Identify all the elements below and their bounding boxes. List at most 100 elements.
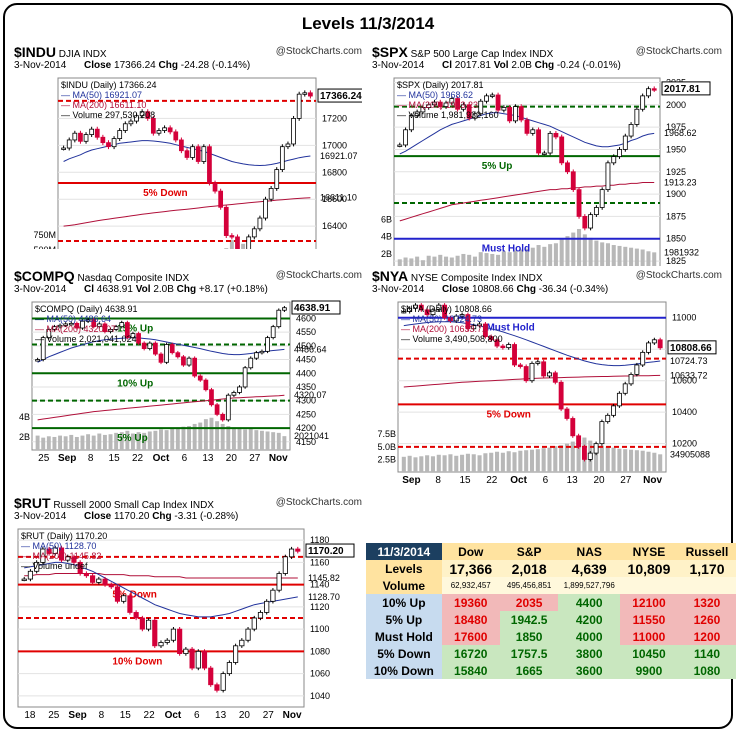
ma50-line	[37, 337, 285, 363]
volume-bar	[170, 428, 175, 450]
candle-body	[134, 115, 139, 122]
x-tick-label: Nov	[269, 453, 288, 464]
volume-bar	[125, 430, 130, 450]
volume-tick-label: 2B	[19, 432, 30, 442]
chart-date: 3-Nov-2014	[14, 511, 67, 522]
volume-bar	[403, 257, 408, 266]
y-tick-label: 4400	[296, 368, 316, 378]
y-tick-label: 1040	[310, 691, 330, 701]
candle-body	[547, 132, 553, 154]
x-tick-label: 27	[263, 710, 275, 721]
candle-body	[605, 414, 611, 423]
volume-bar	[518, 450, 523, 472]
right-value-label: 4638.91	[294, 303, 331, 314]
candle-body	[628, 374, 634, 385]
candle-body	[285, 143, 291, 148]
stat-value: -0.24 (-0.01%)	[556, 60, 621, 71]
legend-entry: $RUT (Daily) 1170.20	[21, 531, 107, 541]
volume-bar	[646, 451, 651, 472]
x-tick-label: 6	[182, 453, 188, 464]
volume-bar	[397, 259, 402, 266]
right-value-label: 4486.64	[294, 345, 327, 355]
candle-body	[426, 104, 432, 108]
table-cell: 19360	[441, 594, 500, 611]
candle-body	[242, 367, 248, 388]
volume-bar	[438, 254, 443, 266]
candle-body	[114, 586, 121, 602]
candle-body	[181, 356, 186, 366]
volume-bar	[617, 245, 622, 266]
candle-body	[145, 111, 151, 119]
chart-symbol: $SPX S&P 500 Large Cap Index INDX	[372, 44, 553, 60]
volume-bar	[153, 430, 158, 450]
volume-bar	[415, 256, 420, 266]
volume-bar	[58, 435, 63, 450]
volume-bar	[611, 245, 616, 266]
level-label: Must Hold	[482, 244, 530, 255]
volume-bar	[444, 256, 449, 266]
candle-body	[124, 322, 130, 339]
y-tick-label: 1900	[666, 189, 686, 199]
volume-bar	[535, 449, 540, 472]
candle-body	[587, 452, 593, 460]
candle-body	[170, 628, 177, 641]
volume-bar	[623, 246, 628, 266]
table-cell: 16720	[441, 645, 500, 662]
chart-date: 3-Nov-2014	[372, 60, 425, 71]
volume-bar	[570, 441, 575, 472]
candle-body	[52, 326, 57, 330]
symbol-text: $COMPQ	[14, 268, 75, 284]
x-tick-label: Sep	[68, 710, 86, 721]
candle-body	[617, 149, 622, 157]
level-label: 15% Up	[117, 323, 153, 334]
candle-body	[223, 206, 229, 236]
candle-body	[61, 147, 66, 150]
y-tick-label: 4350	[296, 382, 316, 392]
candle-body	[152, 619, 158, 647]
candle-body	[530, 129, 536, 134]
stat-label: Vol	[135, 284, 154, 295]
volume-bar	[282, 436, 287, 450]
candle-body	[651, 88, 657, 91]
volume-bar	[553, 446, 558, 472]
volume-bar	[512, 452, 517, 472]
candle-body	[529, 362, 535, 382]
volume-tick-label: 6B	[381, 214, 392, 224]
volume-bar	[102, 434, 107, 450]
symbol-description: Russell 2000 Small Cap Index INDX	[50, 500, 214, 511]
candle-body	[78, 132, 83, 142]
candle-body	[136, 333, 141, 344]
table-row: Levels 17,366 2,018 4,639 10,809 1,170	[366, 560, 736, 577]
volume-bar	[500, 452, 505, 472]
volume-bar	[541, 448, 546, 472]
volume-bar	[600, 242, 605, 266]
candle-body	[274, 169, 280, 189]
candle-body	[122, 123, 128, 131]
volume-bar	[594, 240, 599, 266]
candle-body	[506, 344, 512, 349]
candle-body	[471, 325, 477, 330]
candle-body	[63, 323, 69, 326]
candle-body	[133, 612, 139, 619]
ma50-line	[403, 321, 661, 367]
level-label: 5% Down	[112, 590, 156, 601]
price-box	[317, 88, 362, 103]
candle-body	[145, 619, 152, 630]
table-cell: 1665	[499, 662, 559, 679]
y-tick-label: 1975	[666, 122, 686, 132]
volume-bar	[226, 426, 231, 450]
right-value-label: 16921.07	[320, 151, 358, 161]
candle-body	[418, 304, 424, 311]
volume-bar	[564, 443, 569, 472]
volume-bar	[571, 232, 576, 266]
x-tick-label: 13	[202, 453, 214, 464]
volume-tick-label: 4B	[19, 412, 30, 422]
level-label: 5% Down	[486, 409, 530, 420]
candle-body	[576, 189, 582, 217]
x-tick-label: 27	[620, 475, 632, 486]
candle-body	[52, 547, 58, 554]
x-tick-label: 20	[593, 475, 605, 486]
candle-body	[478, 100, 484, 115]
candle-body	[397, 144, 403, 147]
volume-bar	[136, 432, 141, 450]
